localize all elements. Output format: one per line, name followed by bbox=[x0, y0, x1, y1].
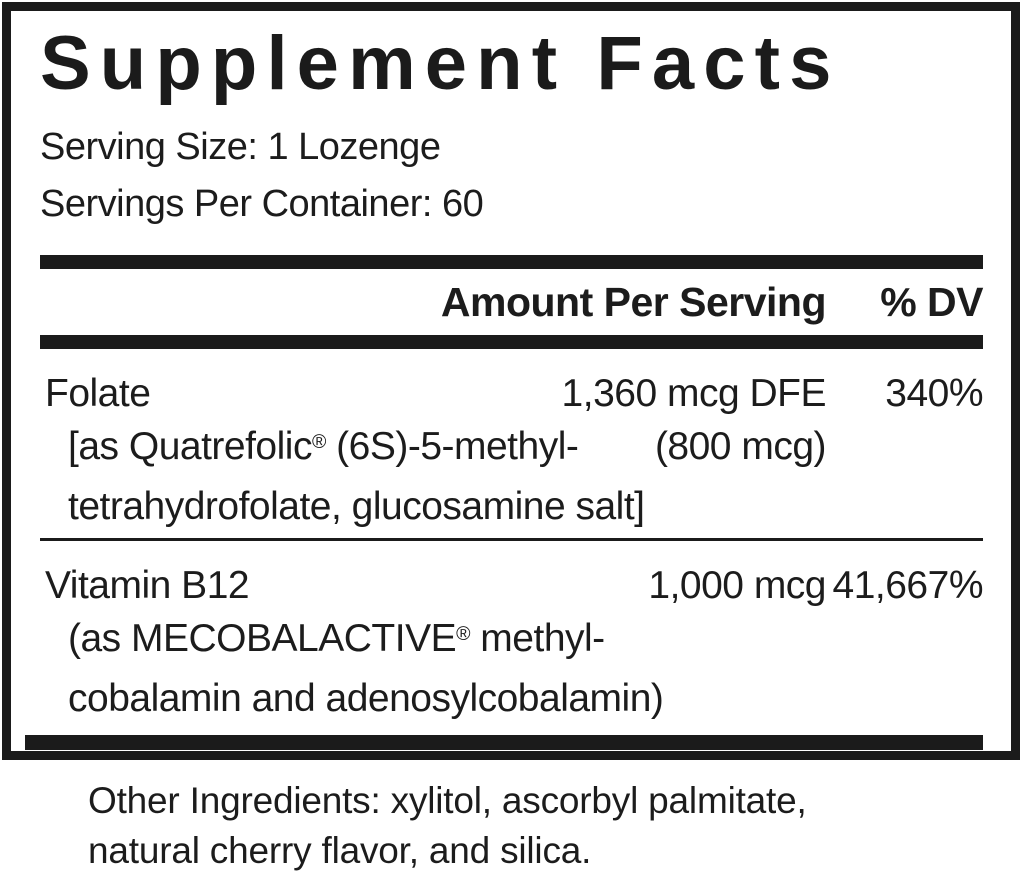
nutrient-amount: 1,000 mcg bbox=[648, 564, 826, 607]
column-header-row: Amount Per Serving % DV bbox=[40, 269, 984, 335]
column-header-amount-per-serving: Amount Per Serving bbox=[440, 278, 827, 325]
panel-title: Supplement Facts bbox=[40, 21, 841, 106]
dv-column-spacer bbox=[826, 420, 983, 480]
nutrient-name: Vitamin B12 bbox=[45, 564, 250, 607]
other-ingredients-line-1: Other Ingredients: xylitol, ascorbyl pal… bbox=[88, 780, 807, 821]
servings-per-container-line: Servings Per Container: 60 bbox=[40, 176, 983, 233]
nutrient-amount: 1,360 mcg DFE bbox=[561, 372, 827, 415]
other-ingredients-line-2: natural cherry flavor, and silica. bbox=[88, 830, 592, 871]
nutrient-detail-text: (as MECOBALACTIVE® methyl- bbox=[40, 612, 826, 672]
column-header-percent-dv: % DV bbox=[880, 278, 983, 325]
nutrient-main-line: Folate 1,360 mcg DFE 340% bbox=[40, 367, 984, 420]
nutrient-dv: 340% bbox=[885, 372, 983, 415]
detail-pre: [as Quatrefolic bbox=[68, 425, 312, 468]
detail-pre: (as MECOBALACTIVE bbox=[68, 617, 457, 660]
servings-per-container-value: 60 bbox=[441, 183, 484, 225]
registered-trademark-symbol: ® bbox=[311, 431, 326, 454]
servings-per-container-label: Servings Per Container: bbox=[40, 183, 432, 225]
serving-size-value: 1 Lozenge bbox=[267, 126, 441, 168]
detail-post: methyl- bbox=[469, 617, 605, 660]
supplement-facts-panel: Supplement Facts Serving Size: 1 Lozenge… bbox=[2, 2, 1020, 760]
detail-post: (6S)-5-methyl- bbox=[325, 425, 579, 468]
nutrient-row-folate: Folate 1,360 mcg DFE 340% [as Quatrefoli… bbox=[40, 349, 984, 538]
nutrient-detail-line-2: tetrahydrofolate, glucosamine salt] bbox=[68, 485, 645, 528]
nutrient-row-vitamin-b12: Vitamin B12 1,000 mcg 41,667% (as MECOBA… bbox=[40, 541, 984, 731]
nutrient-detail-line-2: cobalamin and adenosylcobalamin) bbox=[68, 677, 664, 720]
nutrient-name: Folate bbox=[45, 372, 151, 415]
serving-size-label: Serving Size: bbox=[40, 126, 258, 168]
divider-rule-thin bbox=[40, 538, 983, 541]
registered-trademark-symbol: ® bbox=[456, 623, 470, 646]
divider-bar-thick-top bbox=[40, 255, 983, 269]
serving-size-line: Serving Size: 1 Lozenge bbox=[40, 119, 983, 176]
nutrient-dv: 41,667% bbox=[832, 564, 984, 607]
dv-column-spacer bbox=[826, 612, 983, 672]
nutrient-detail-text: [as Quatrefolic® (6S)-5-methyl- bbox=[40, 420, 655, 480]
nutrient-detail-line-1: (as MECOBALACTIVE® methyl- bbox=[40, 612, 983, 672]
divider-bar-thick-bottom bbox=[25, 735, 983, 750]
nutrient-detail-amount: (800 mcg) bbox=[654, 425, 827, 468]
nutrient-main-line: Vitamin B12 1,000 mcg 41,667% bbox=[40, 559, 984, 612]
nutrient-detail-line-1: [as Quatrefolic® (6S)-5-methyl- (800 mcg… bbox=[40, 420, 983, 480]
divider-bar-thick-under-header bbox=[40, 335, 983, 349]
other-ingredients-note: Other Ingredients: xylitol, ascorbyl pal… bbox=[88, 776, 968, 872]
serving-info: Serving Size: 1 Lozenge Servings Per Con… bbox=[40, 119, 983, 233]
